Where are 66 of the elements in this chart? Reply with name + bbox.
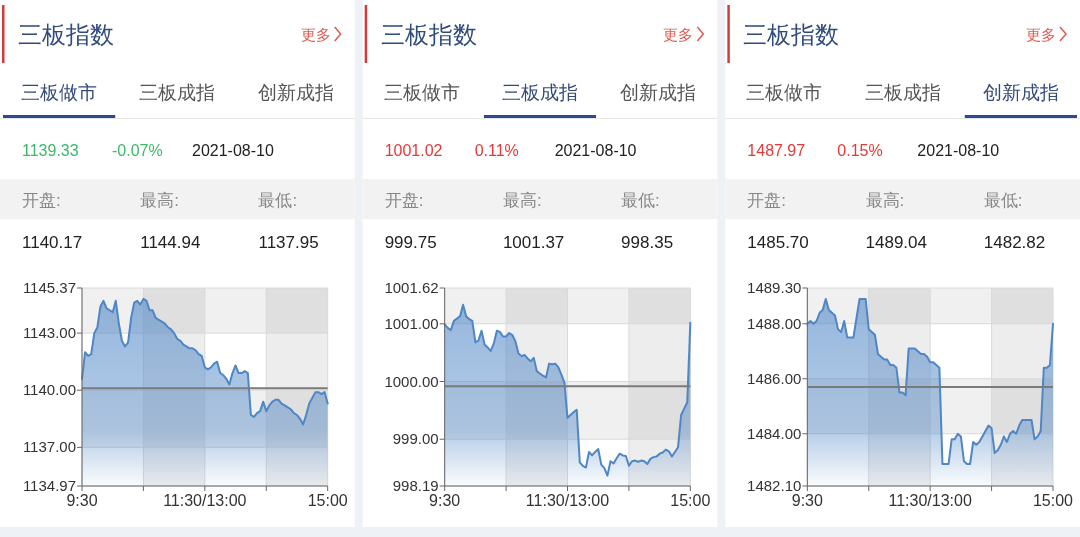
text: 0.11% bbox=[474, 142, 519, 159]
text: 1144.94 bbox=[140, 233, 201, 252]
text: 2021-08-10 bbox=[192, 142, 274, 159]
text: -0.07% bbox=[112, 142, 163, 159]
x-tick-label: 9:30 bbox=[791, 492, 824, 509]
text: 1139.33 bbox=[22, 142, 79, 159]
text: 最低: bbox=[258, 191, 298, 210]
text: 最低: bbox=[621, 191, 660, 210]
text: 0.15% bbox=[837, 142, 883, 159]
text: 1137.95 bbox=[258, 233, 319, 252]
y-tick-label: 1484.00 bbox=[747, 424, 802, 442]
text: 开盘: bbox=[384, 191, 424, 210]
text: 2021-08-10 bbox=[554, 142, 637, 159]
text: 三板成指 bbox=[139, 82, 216, 103]
x-tick-label: 9:30 bbox=[66, 492, 98, 509]
text: 最低: bbox=[983, 191, 1023, 210]
y-tick-label: 1488.00 bbox=[747, 314, 802, 332]
text: 最高: bbox=[140, 191, 179, 210]
text: 998.35 bbox=[621, 233, 674, 252]
x-tick-label: 15:00 bbox=[670, 492, 711, 509]
text: 创新成指 bbox=[620, 82, 697, 103]
text: 三板做市 bbox=[746, 82, 823, 103]
text: 最高: bbox=[865, 191, 905, 210]
text: 三板做市 bbox=[383, 82, 460, 103]
text: 创新成指 bbox=[257, 82, 334, 103]
text: 1001.02 bbox=[384, 142, 443, 159]
y-tick-label: 1137.00 bbox=[22, 438, 76, 456]
text: 2021-08-10 bbox=[917, 142, 1000, 159]
text: 1140.17 bbox=[22, 233, 83, 252]
chart-title: 三板指数 bbox=[380, 21, 477, 48]
chart-title: 三板指数 bbox=[743, 21, 840, 48]
x-tick-label: 11:30/13:00 bbox=[525, 492, 610, 509]
y-tick-label: 1140.00 bbox=[22, 381, 76, 399]
x-tick-label: 15:00 bbox=[307, 492, 348, 509]
x-tick-label: 9:30 bbox=[429, 492, 461, 509]
text: 创新成指 bbox=[982, 82, 1059, 103]
text: 更多 bbox=[1026, 26, 1056, 43]
text: 999.75 bbox=[384, 233, 437, 252]
text: 三板成指 bbox=[864, 82, 941, 103]
text: 1001.37 bbox=[502, 233, 565, 252]
x-tick-label: 11:30/13:00 bbox=[163, 492, 247, 509]
y-tick-label: 999.00 bbox=[392, 430, 439, 448]
text: 最高: bbox=[502, 191, 542, 210]
text: 1482.82 bbox=[983, 233, 1046, 252]
y-tick-label: 1482.10 bbox=[747, 477, 802, 494]
y-tick-label: 1001.62 bbox=[384, 279, 439, 296]
y-tick-label: 1486.00 bbox=[747, 369, 802, 387]
chart-title: 三板指数 bbox=[18, 21, 114, 48]
text: 更多 bbox=[300, 26, 331, 43]
text: 1489.04 bbox=[865, 233, 928, 252]
y-tick-label: 1000.00 bbox=[384, 372, 439, 390]
x-tick-label: 15:00 bbox=[1032, 492, 1074, 509]
text: 三板成指 bbox=[502, 82, 578, 103]
y-tick-label: 1143.00 bbox=[22, 324, 76, 342]
x-tick-label: 11:30/13:00 bbox=[888, 492, 972, 509]
y-tick-label: 1134.97 bbox=[22, 477, 76, 494]
y-tick-label: 998.19 bbox=[392, 477, 439, 494]
text: 更多 bbox=[663, 26, 694, 43]
text: 开盘: bbox=[22, 191, 61, 210]
y-tick-label: 1001.00 bbox=[384, 314, 439, 332]
text: 1485.70 bbox=[747, 233, 809, 252]
y-tick-label: 1489.30 bbox=[747, 279, 802, 296]
y-tick-label: 1145.37 bbox=[22, 279, 76, 296]
text: 1487.97 bbox=[747, 142, 806, 159]
text: 三板做市 bbox=[21, 82, 98, 103]
text: 开盘: bbox=[747, 191, 787, 210]
